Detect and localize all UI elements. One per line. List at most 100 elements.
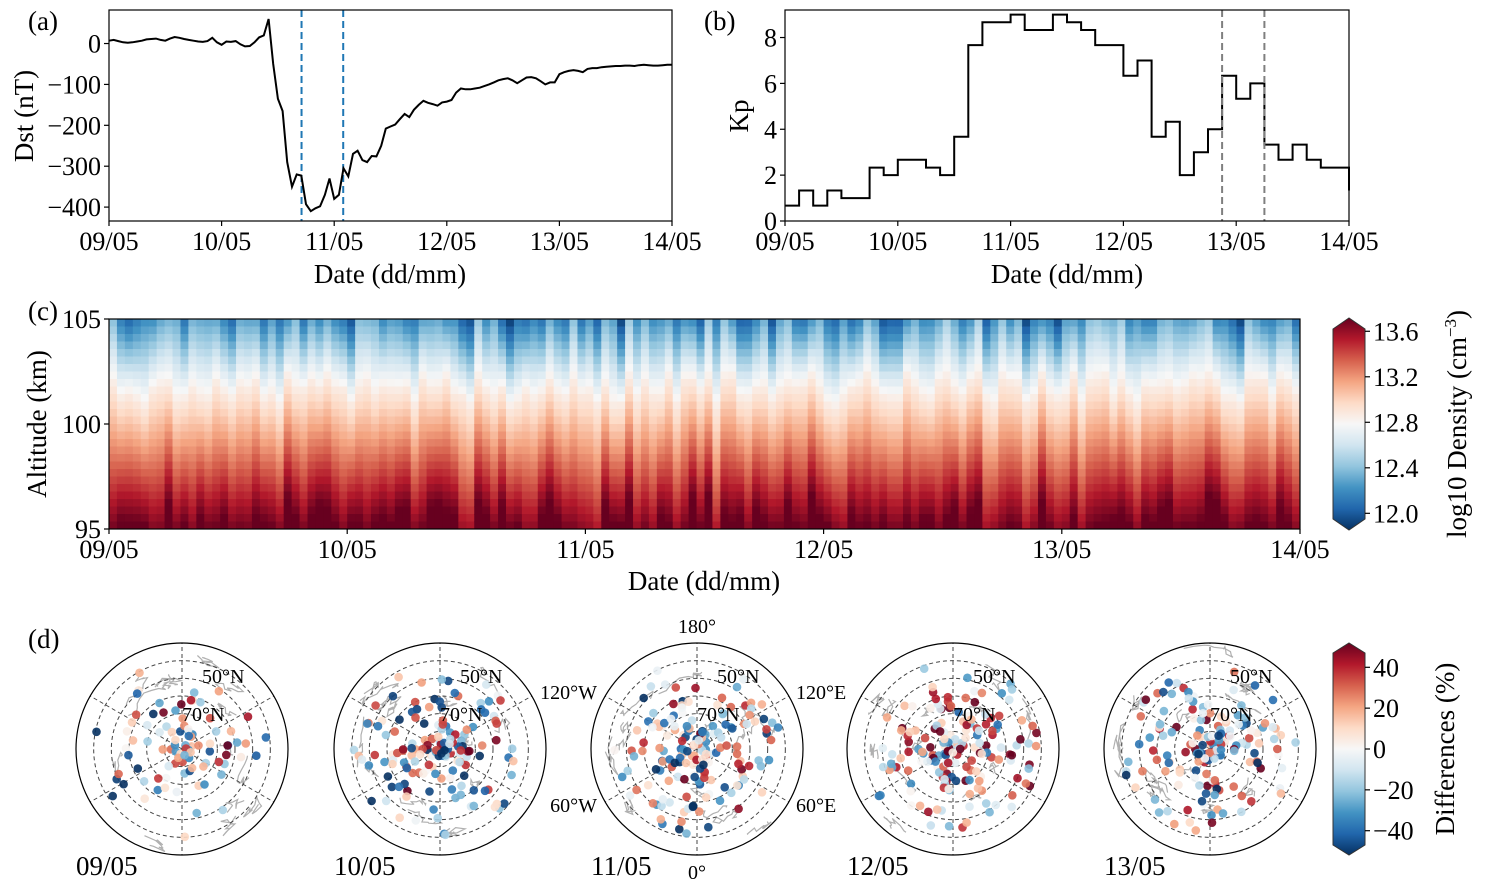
heatmap-cell <box>831 334 841 343</box>
heatmap-cell <box>1069 386 1079 395</box>
heatmap-cell <box>887 334 896 343</box>
heatmap-cell <box>982 446 991 455</box>
colorbar-tick-label: 12.4 <box>1373 454 1419 483</box>
heatmap-cell <box>1125 499 1134 508</box>
heatmap-cell <box>895 431 904 440</box>
heatmap-cell <box>267 334 277 343</box>
heatmap-cell <box>934 521 944 529</box>
heatmap-cell <box>982 521 991 529</box>
heatmap-cell <box>664 356 674 365</box>
heatmap-cell <box>1252 446 1261 455</box>
heatmap-cell <box>228 319 237 328</box>
heatmap-cell <box>156 461 166 470</box>
heatmap-cell <box>1053 386 1063 395</box>
heatmap-cell <box>680 341 690 350</box>
heatmap-cell <box>998 416 1007 425</box>
heatmap-cell <box>1196 394 1206 403</box>
heatmap-cell <box>363 461 372 470</box>
heatmap-cell <box>974 416 983 425</box>
heatmap-cell <box>879 334 888 343</box>
heatmap-cell <box>990 364 999 373</box>
heatmap-cell <box>807 424 817 433</box>
heatmap-cell <box>1133 319 1142 328</box>
heatmap-cell <box>680 401 690 410</box>
heatmap-cell <box>251 461 261 470</box>
heatmap-cell <box>498 439 507 448</box>
data-point <box>965 775 974 785</box>
heatmap-cell <box>1188 476 1198 485</box>
heatmap-cell <box>1172 334 1182 343</box>
heatmap-cell <box>815 499 825 508</box>
heatmap-cell <box>839 491 849 500</box>
heatmap-cell <box>728 416 737 425</box>
heatmap-cell <box>339 394 348 403</box>
heatmap-cell <box>1085 371 1095 380</box>
heatmap-cell <box>513 356 523 365</box>
heatmap-cell <box>140 454 150 463</box>
heatmap-cell <box>1180 454 1190 463</box>
heatmap-cell <box>712 499 721 508</box>
heatmap-cell <box>1006 349 1015 358</box>
heatmap-cell <box>752 394 761 403</box>
heatmap-cell <box>752 341 761 350</box>
heatmap-cell <box>474 446 483 455</box>
meridian-line <box>347 748 441 803</box>
heatmap-cell <box>1268 506 1277 515</box>
heatmap-cell <box>887 506 896 515</box>
heatmap-cell <box>1284 341 1293 350</box>
heatmap-cell <box>188 326 197 335</box>
heatmap-cell <box>482 371 491 380</box>
heatmap-cell <box>1141 401 1150 410</box>
heatmap-cell <box>355 401 364 410</box>
heatmap-cell <box>275 491 285 500</box>
heatmap-cell <box>775 439 785 448</box>
heatmap-cell <box>466 454 475 463</box>
heatmap-cell <box>942 371 952 380</box>
heatmap-cell <box>1037 506 1047 515</box>
heatmap-cell <box>1022 454 1031 463</box>
heatmap-cell <box>569 319 579 328</box>
heatmap-cell <box>744 476 753 485</box>
heatmap-cell <box>998 461 1007 470</box>
heatmap-cell <box>879 424 888 433</box>
heatmap-cell <box>577 461 586 470</box>
heatmap-cell <box>521 476 531 485</box>
heatmap-cell <box>212 439 221 448</box>
data-point <box>455 757 464 767</box>
heatmap-cell <box>251 349 261 358</box>
heatmap-cell <box>283 341 293 350</box>
heatmap-cell <box>537 356 547 365</box>
data-point <box>757 788 767 797</box>
data-point <box>907 801 916 810</box>
heatmap-cell <box>1180 476 1190 485</box>
heatmap-cell <box>394 521 404 529</box>
heatmap-cell <box>1006 484 1015 493</box>
heatmap-cell <box>1085 431 1095 440</box>
heatmap-cell <box>1252 394 1261 403</box>
heatmap-cell <box>140 319 150 328</box>
heatmap-cell <box>204 461 213 470</box>
heatmap-cell <box>1053 416 1063 425</box>
heatmap-cell <box>220 319 229 328</box>
heatmap-cell <box>1268 371 1277 380</box>
heatmap-cell <box>855 416 864 425</box>
heatmap-cell <box>371 364 380 373</box>
heatmap-cell <box>950 349 960 358</box>
heatmap-cell <box>1188 446 1198 455</box>
heatmap-cell <box>259 484 269 493</box>
heatmap-cell <box>1260 371 1269 380</box>
heatmap-cell <box>386 379 396 388</box>
heatmap-cell <box>990 371 999 380</box>
heatmap-cell <box>275 499 285 508</box>
heatmap-cell <box>1284 379 1293 388</box>
heatmap-cell <box>918 506 928 515</box>
heatmap-cell <box>1196 491 1206 500</box>
heatmap-cell <box>1188 454 1198 463</box>
heatmap-cell <box>1117 461 1126 470</box>
heatmap-cell <box>704 454 714 463</box>
heatmap-cell <box>704 439 714 448</box>
heatmap-cell <box>1172 431 1182 440</box>
heatmap-cell <box>1180 484 1190 493</box>
heatmap-cell <box>156 364 166 373</box>
heatmap-cell <box>243 416 253 425</box>
